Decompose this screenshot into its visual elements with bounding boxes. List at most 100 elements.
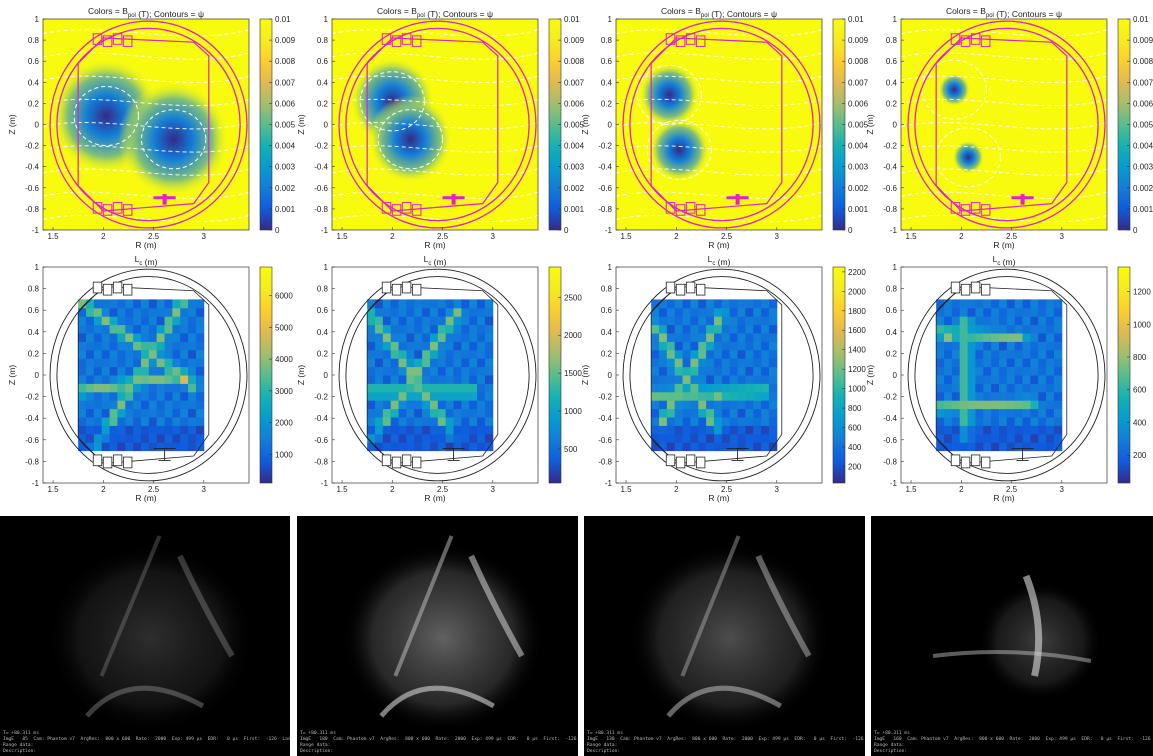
- heatmap-cell: [367, 358, 376, 368]
- flux-contour: [43, 29, 249, 37]
- flux-contour: [616, 75, 822, 83]
- heatmap-cell: [477, 358, 486, 368]
- heatmap-cell: [469, 400, 478, 410]
- y-tick-label: 0.6: [317, 57, 329, 66]
- heatmap-cell: [390, 324, 400, 334]
- colorbar-tick-label: 0.009: [564, 36, 585, 45]
- heatmap-cell: [109, 417, 118, 426]
- heatmap-cell: [156, 366, 166, 376]
- colorbar-tick-label: 2000: [564, 331, 582, 340]
- heatmap-cell: [406, 417, 415, 426]
- heatmap-cell: [164, 349, 173, 359]
- heatmap-cell: [164, 400, 173, 410]
- heatmap-cell: [983, 383, 992, 393]
- heatmap-cell: [951, 442, 961, 452]
- heatmap-cell: [164, 442, 173, 452]
- heatmap-cell: [1038, 366, 1047, 376]
- heatmap-cell: [1030, 400, 1039, 410]
- heatmap-cell: [753, 307, 762, 317]
- heatmap-cell: [936, 316, 945, 326]
- colorbar-tick-label: 0.007: [848, 78, 869, 87]
- heatmap-cell: [414, 375, 423, 384]
- heatmap-cell: [172, 391, 181, 401]
- plot-area: [616, 19, 822, 230]
- heatmap-cell: [682, 316, 691, 326]
- heatmap-cell: [156, 383, 166, 393]
- heatmap-cell: [951, 349, 961, 359]
- vessel-outer-wall: [907, 20, 1106, 229]
- heatmap-cell: [721, 316, 731, 326]
- poloidal-field-coil: [102, 35, 113, 47]
- heatmap-cell: [1030, 391, 1039, 401]
- heatmap-cell: [1022, 391, 1031, 401]
- heatmap-cell: [414, 349, 423, 359]
- y-tick-label: -0.8: [883, 457, 897, 466]
- x-axis-label: R (m): [424, 493, 445, 503]
- heatmap-cell: [390, 433, 400, 443]
- heatmap-cell: [172, 341, 181, 351]
- heatmap-cell: [991, 433, 1000, 443]
- heatmap-cell: [745, 400, 754, 410]
- heatmap-cell: [445, 366, 455, 376]
- heatmap-cell: [991, 375, 1000, 384]
- heatmap-cell: [706, 417, 715, 426]
- heatmap-cell: [390, 408, 400, 418]
- heatmap-cell: [188, 408, 197, 418]
- heatmap-cell: [944, 383, 953, 393]
- heatmap-cell: [682, 366, 691, 376]
- poloidal-field-coil: [665, 202, 676, 214]
- colorbar-tick-label: 200: [1133, 451, 1147, 460]
- heatmap-cell: [983, 316, 992, 326]
- heatmap-cell: [998, 307, 1008, 317]
- heatmap-cell: [761, 316, 770, 326]
- heatmap-cell: [422, 442, 431, 452]
- heatmap-cell: [659, 358, 668, 368]
- heatmap-cell: [1022, 383, 1031, 393]
- heatmap-cell: [1053, 366, 1063, 376]
- camera-metadata-line: T= +80.311 ms: [587, 731, 623, 736]
- heatmap-cell: [414, 433, 423, 443]
- heatmap-cell: [484, 349, 494, 359]
- poloidal-field-coil: [950, 202, 961, 214]
- heatmap-cell: [967, 391, 976, 401]
- heatmap-cell: [1053, 341, 1063, 351]
- x-tick-label: 2.5: [148, 232, 160, 241]
- x-tick-label: 2.5: [1006, 232, 1018, 241]
- heatmap-cell: [1022, 349, 1031, 359]
- y-tick-label: -1: [32, 479, 40, 488]
- heatmap-cell: [1022, 442, 1031, 452]
- heatmap-cell: [737, 341, 746, 351]
- heatmap-cell: [140, 341, 150, 351]
- vessel-inner-wall: [914, 276, 1099, 474]
- y-tick-label: 0: [893, 121, 898, 130]
- heatmap-cell: [133, 341, 142, 351]
- heatmap-cell: [180, 408, 189, 418]
- heatmap-cell: [1006, 358, 1016, 368]
- heatmap-cell: [180, 358, 189, 368]
- poloidal-field-coil: [960, 204, 971, 216]
- heatmap-cell: [125, 442, 134, 452]
- heatmap-cell: [1046, 391, 1055, 401]
- heatmap-cell: [1053, 383, 1063, 393]
- x-tick-label: 2: [101, 485, 106, 494]
- background-field: [616, 19, 822, 230]
- heatmap-cell: [1038, 375, 1047, 384]
- heatmap-cell: [959, 307, 969, 317]
- y-tick-label: -0.2: [883, 393, 897, 402]
- heatmap-cell: [944, 333, 953, 342]
- heatmap-cell: [998, 375, 1008, 384]
- heatmap-cell: [390, 333, 400, 342]
- heatmap-cell: [429, 425, 439, 435]
- heatmap-cell: [469, 417, 478, 426]
- heatmap-cell: [713, 333, 723, 342]
- heatmap-cell: [477, 425, 486, 435]
- heatmap-cell: [721, 333, 731, 342]
- chart: 00.0010.0020.0030.0040.0050.0060.0070.00…: [296, 6, 585, 250]
- x-tick-label: 2: [390, 485, 395, 494]
- heatmap-cell: [422, 333, 431, 342]
- heatmap-cell: [156, 425, 166, 435]
- heatmap-cell: [148, 366, 158, 376]
- heatmap-cell: [1006, 425, 1016, 435]
- heatmap-cell: [78, 333, 87, 342]
- heatmap-cell: [690, 299, 699, 309]
